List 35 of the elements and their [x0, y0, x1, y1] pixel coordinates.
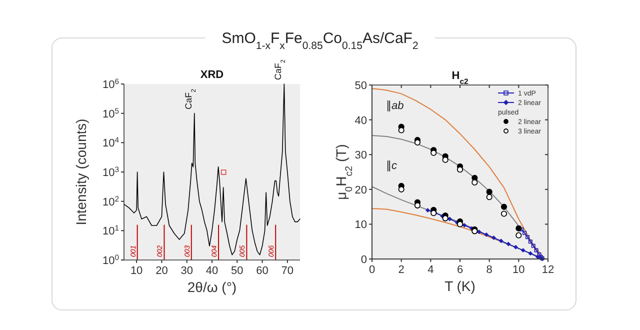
chart-subtitle: XRD — [200, 69, 224, 81]
y-tick-label: 20 — [354, 184, 367, 196]
annotation: ∥ab — [386, 100, 404, 112]
x-tick-label: 6 — [456, 264, 464, 276]
annotation: ∥c — [386, 160, 398, 172]
y-axis-title: Intensity (counts) — [73, 118, 89, 226]
x-tick-label: 60 — [256, 265, 268, 277]
x-tick-label: 4 — [428, 264, 434, 276]
y-tick-label: 10 — [354, 219, 367, 232]
x-axis-title: 2θ/ω (°) — [187, 279, 237, 295]
y-tick-label: 10$^{6}$ — [102, 76, 119, 91]
y-tick-label: 50 — [354, 80, 367, 92]
y-tick-label: 10$^{5}$ — [102, 106, 119, 120]
y-tick-label: 30 — [354, 150, 367, 162]
x-tick-label: 2 — [398, 264, 404, 276]
x-tick-label: 30 — [180, 265, 193, 277]
x-tick-label: 0 — [368, 264, 376, 276]
x-tick-label: 40 — [206, 265, 218, 277]
y-tick-label: 10$^{1}$ — [102, 223, 119, 238]
y-tick-label: 0 — [360, 254, 367, 266]
x-tick-label: 50 — [231, 265, 244, 277]
x-axis-title: T (K) — [444, 278, 476, 294]
y-tick-label: 10$^{2}$ — [102, 194, 119, 208]
y-tick-label: 10$^{3}$ — [102, 164, 119, 179]
x-tick-label: 12 — [542, 264, 554, 276]
y-tick-label: 10$^{0}$ — [102, 252, 119, 267]
x-tick-label: 70 — [281, 265, 294, 277]
x-tick-label: 10 — [130, 265, 143, 277]
x-tick-label: 20 — [156, 265, 168, 277]
x-tick-label: 8 — [486, 264, 492, 276]
chart-title: SmO$_{1-x}$F$_{x}$Fe$_{0.85}$Co$_{0.15}$As/CaF$_{2}$ — [222, 30, 418, 52]
x-tick-label: 10 — [512, 264, 525, 276]
y-tick-label: 10$^{4}$ — [102, 135, 120, 150]
chart-title: H$_{c2}$ — [452, 70, 468, 86]
y-tick-label: 40 — [354, 114, 367, 127]
